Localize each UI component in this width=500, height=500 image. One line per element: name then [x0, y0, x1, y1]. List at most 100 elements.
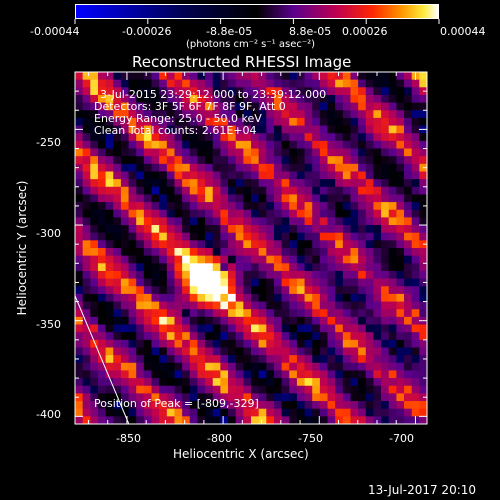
heatmap-cell: [251, 225, 260, 234]
heatmap-cell: [151, 186, 160, 195]
heatmap-cell: [411, 102, 420, 111]
heatmap-cell: [75, 286, 84, 295]
heatmap-cell: [327, 194, 336, 203]
heatmap-cell: [220, 316, 229, 325]
heatmap-cell: [174, 385, 183, 394]
heatmap-cell: [281, 278, 290, 287]
heatmap-cell: [205, 133, 214, 142]
heatmap-cell: [296, 339, 305, 348]
heatmap-cell: [128, 255, 137, 264]
heatmap-cell: [235, 408, 244, 417]
heatmap-cell: [304, 316, 313, 325]
heatmap-cell: [273, 255, 283, 264]
heatmap-cell: [350, 125, 359, 134]
heatmap-cell: [381, 140, 390, 149]
heatmap-cell: [143, 117, 152, 126]
heatmap-cell: [281, 94, 290, 104]
heatmap-cell: [205, 225, 214, 234]
heatmap-cell: [396, 217, 405, 226]
heatmap-cell: [281, 286, 290, 295]
heatmap-cell: [128, 209, 137, 218]
heatmap-cell: [90, 94, 99, 104]
heatmap-cell: [97, 133, 107, 142]
heatmap-cell: [243, 270, 252, 280]
heatmap-cell: [358, 324, 367, 333]
heatmap-cell: [75, 416, 84, 425]
heatmap-cell: [113, 186, 122, 195]
heatmap-cell: [350, 217, 359, 226]
heatmap-cell: [75, 332, 84, 341]
heatmap-cell: [404, 263, 413, 272]
heatmap-cell: [289, 286, 298, 295]
heatmap-cell: [205, 393, 214, 402]
heatmap-cell: [182, 148, 191, 157]
heatmap-cell: [212, 248, 221, 257]
heatmap-cell: [151, 339, 160, 348]
heatmap-cell: [212, 378, 221, 387]
heatmap-cell: [419, 179, 428, 188]
heatmap-cell: [258, 324, 267, 333]
heatmap-cell: [258, 248, 267, 257]
heatmap-cell: [289, 94, 298, 104]
heatmap-cell: [143, 179, 152, 188]
heatmap-cell: [319, 225, 328, 234]
heatmap-cell: [258, 301, 267, 310]
heatmap-cell: [189, 286, 198, 295]
heatmap-cell: [166, 278, 175, 287]
heatmap-cell: [197, 355, 206, 364]
heatmap-cell: [342, 94, 351, 104]
heatmap-cell: [304, 87, 313, 96]
heatmap-cell: [419, 293, 428, 302]
axes-ticks: [75, 71, 427, 424]
heatmap-cell: [235, 270, 244, 280]
heatmap-cell: [197, 248, 206, 257]
heatmap-cell: [159, 301, 168, 310]
heatmap-cell: [312, 324, 321, 333]
heatmap-cell: [151, 370, 160, 379]
heatmap-cell: [243, 362, 252, 371]
heatmap-cell: [143, 332, 152, 341]
heatmap-cell: [166, 133, 175, 142]
heatmap-cell: [113, 293, 122, 302]
heatmap-cell: [381, 309, 390, 318]
heatmap-cell: [105, 270, 114, 280]
heatmap-cell: [235, 385, 244, 394]
heatmap-cell: [365, 79, 374, 88]
heatmap-cell: [273, 385, 283, 394]
heatmap-cell: [197, 156, 206, 165]
heatmap-cell: [335, 408, 344, 417]
heatmap-cell: [220, 370, 229, 379]
heatmap-cell: [174, 133, 183, 142]
heatmap-cell: [159, 408, 168, 417]
heatmap-cell: [189, 94, 198, 104]
heatmap-cell: [105, 324, 114, 333]
heatmap-cell: [143, 163, 152, 172]
heatmap-cell: [251, 171, 260, 180]
heatmap-cell: [327, 355, 336, 364]
heatmap-cell: [82, 278, 91, 287]
heatmap-cell: [197, 416, 206, 425]
heatmap-cell: [182, 324, 191, 333]
heatmap-cell: [174, 140, 183, 149]
heatmap-cell: [174, 125, 183, 134]
heatmap-cell: [266, 263, 275, 272]
heatmap-cell: [75, 355, 84, 364]
heatmap-cell: [281, 202, 290, 211]
heatmap-cell: [358, 355, 367, 364]
heatmap-cell: [419, 416, 428, 425]
heatmap-cell: [182, 217, 191, 226]
heatmap-cell: [228, 255, 237, 264]
heatmap-cell: [350, 110, 359, 119]
heatmap-cell: [258, 378, 267, 387]
heatmap-cell: [304, 263, 313, 272]
heatmap-cell: [113, 194, 122, 203]
heatmap-cell: [251, 79, 260, 88]
heatmap-cell: [174, 179, 183, 188]
heatmap-cell: [404, 255, 413, 264]
annotation-time-range: 3-Jul-2015 23:29:12.000 to 23:39:12.000: [100, 88, 327, 101]
heatmap-cell: [365, 133, 374, 142]
heatmap-cell: [197, 301, 206, 310]
heatmap-cell: [182, 355, 191, 364]
heatmap-cell: [365, 94, 374, 104]
heatmap-cell: [128, 240, 137, 249]
